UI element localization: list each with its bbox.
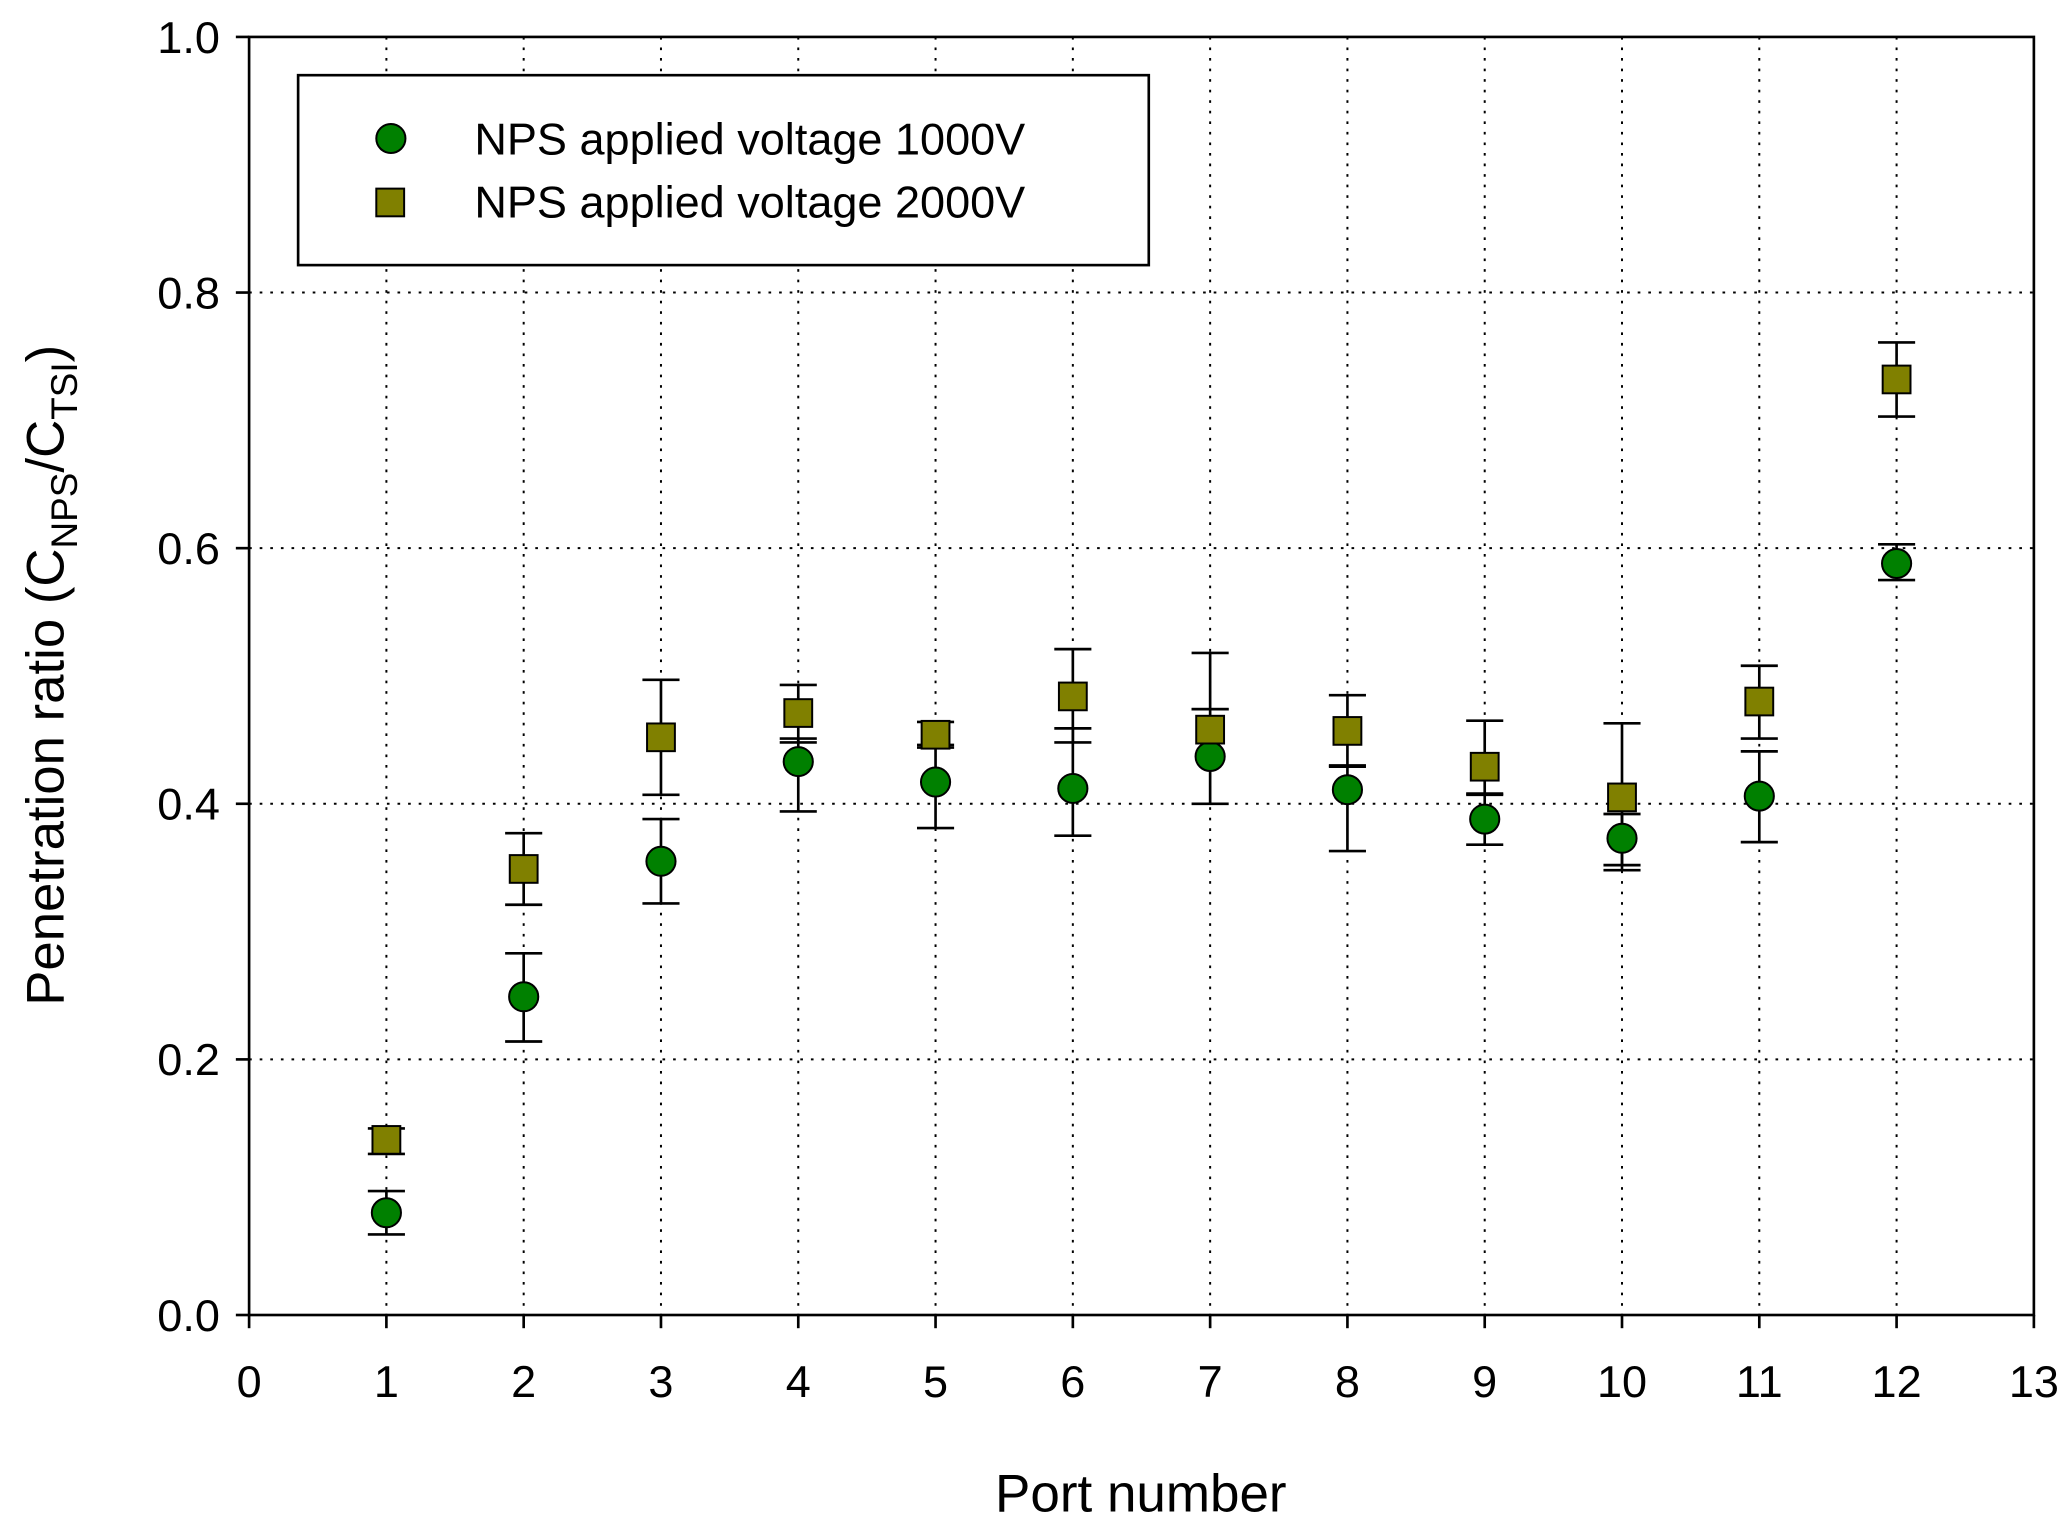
point-1000v bbox=[1331, 774, 1363, 806]
y-tick-label: 1.0 bbox=[157, 12, 220, 63]
point-1000v bbox=[919, 766, 952, 798]
point-2000v bbox=[920, 719, 951, 750]
x-tick-label: 11 bbox=[1736, 1356, 1783, 1407]
point-2000v bbox=[1469, 751, 1500, 782]
x-tick-label: 8 bbox=[1335, 1356, 1360, 1407]
point-1000v bbox=[645, 845, 677, 877]
point-1000v bbox=[782, 746, 814, 778]
point-2000v bbox=[1332, 716, 1363, 746]
x-tick-label: 6 bbox=[1060, 1356, 1085, 1407]
point-2000v bbox=[1057, 681, 1088, 712]
data-points bbox=[370, 364, 1913, 1229]
point-1000v bbox=[1057, 772, 1089, 804]
point-1000v bbox=[1194, 740, 1226, 772]
point-1000v bbox=[1606, 822, 1638, 854]
legend: NPS applied voltage 1000V NPS applied vo… bbox=[296, 73, 1151, 267]
legend-label-2000v: NPS applied voltage 2000V bbox=[474, 177, 1025, 228]
point-2000v bbox=[1744, 686, 1775, 717]
legend-label-1000v: NPS applied voltage 1000V bbox=[474, 113, 1025, 164]
x-tick-label: 5 bbox=[923, 1356, 948, 1407]
y-tick-label: 0.0 bbox=[157, 1290, 220, 1341]
x-tick-label: 10 bbox=[1597, 1356, 1647, 1407]
point-2000v bbox=[646, 722, 676, 753]
x-tick-label: 13 bbox=[2009, 1356, 2059, 1407]
point-1000v bbox=[370, 1197, 402, 1229]
point-2000v bbox=[1607, 782, 1637, 813]
x-tick-label: 3 bbox=[648, 1356, 673, 1407]
point-2000v bbox=[783, 698, 814, 728]
axis-ticks: 0 1 2 3 4 5 6 7 8 9 10 11 12 130.00.20.40.60.81.0 bbox=[157, 12, 2059, 1407]
point-2000v bbox=[508, 854, 539, 884]
x-axis-label: Port number bbox=[995, 1465, 1287, 1524]
x-tick-label: 9 bbox=[1472, 1356, 1497, 1407]
y-axis-label: Penetration ratio (CNPS/CTSI) bbox=[16, 345, 84, 1006]
legend-marker-square bbox=[375, 187, 406, 218]
x-tick-label: 7 bbox=[1198, 1356, 1223, 1407]
plot-frame bbox=[247, 35, 2036, 1317]
x-tick-label: 4 bbox=[786, 1356, 811, 1407]
point-2000v bbox=[1195, 714, 1226, 745]
y-tick-label: 0.8 bbox=[157, 267, 220, 318]
legend-marker-circle bbox=[375, 122, 407, 154]
point-2000v bbox=[371, 1125, 402, 1155]
error-bars bbox=[367, 341, 1916, 1236]
x-tick-label: 2 bbox=[511, 1356, 536, 1407]
point-1000v bbox=[1743, 780, 1775, 812]
point-1000v bbox=[508, 981, 540, 1013]
y-tick-label: 0.2 bbox=[157, 1034, 220, 1085]
y-tick-label: 0.4 bbox=[157, 779, 220, 830]
point-2000v bbox=[1881, 364, 1912, 395]
point-1000v bbox=[1469, 803, 1501, 835]
x-tick-label: 12 bbox=[1872, 1356, 1922, 1407]
point-1000v bbox=[1881, 548, 1913, 579]
legend-box bbox=[296, 73, 1151, 267]
y-tick-label: 0.6 bbox=[157, 523, 220, 574]
x-tick-label: 0 bbox=[237, 1356, 262, 1407]
x-tick-label: 1 bbox=[374, 1356, 399, 1407]
